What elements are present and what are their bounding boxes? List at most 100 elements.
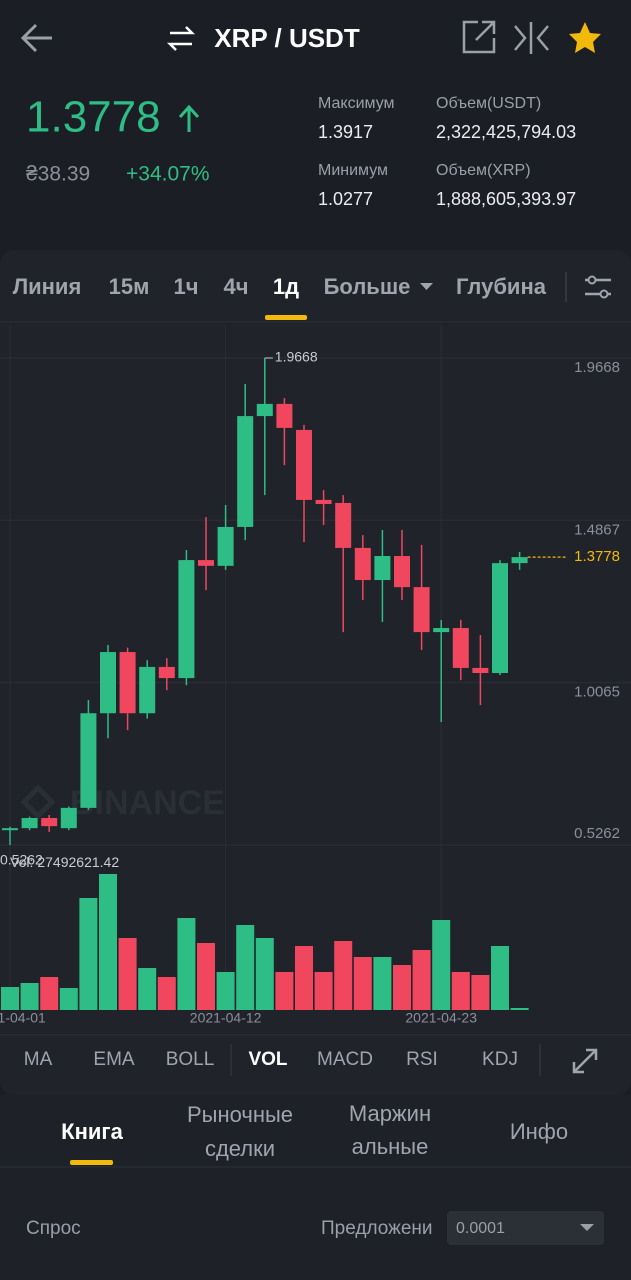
candle-body [139, 666, 156, 714]
interval-tab[interactable]: 4ч [223, 274, 248, 299]
candle-body [413, 587, 430, 633]
last-price: 1.3778 [26, 93, 161, 142]
candle-body [158, 666, 175, 679]
candle-body [41, 818, 58, 827]
section-tab[interactable]: сделки [205, 1136, 275, 1161]
active-tab-underline [265, 315, 307, 320]
fullscreen-icon[interactable] [572, 1048, 598, 1074]
settings-knob [587, 275, 597, 285]
section-tab[interactable]: Рыночные [187, 1102, 293, 1127]
candle-body [276, 403, 293, 428]
candle-body [354, 547, 371, 581]
high-label: 1.9668 [275, 349, 318, 365]
x-tick-label: 2021-04-01 [0, 1010, 46, 1026]
interval-tab[interactable]: Линия [13, 274, 82, 299]
volume-bar [177, 918, 196, 1010]
stat-label: Минимум [318, 162, 388, 179]
last-price-label: 1.3778 [574, 548, 620, 565]
volume-bar [373, 957, 392, 1010]
candle-body [374, 556, 391, 581]
volume-bar [491, 946, 509, 1010]
stat-value: 2,322,425,794.03 [436, 122, 576, 142]
low-label: 0.5262 [0, 852, 43, 868]
settings-knob [599, 289, 609, 299]
candle-body [296, 429, 312, 500]
dropdown-caret [420, 283, 433, 290]
volume-bar [236, 925, 255, 1010]
indicator-tab[interactable]: BOLL [166, 1049, 215, 1070]
stat-value: 1.0277 [318, 189, 373, 209]
pair-title: XRP / USDT [214, 23, 360, 53]
volume-bar [412, 950, 431, 1010]
favorite-star[interactable] [569, 22, 601, 53]
fiat-price: ₴38.39 [26, 163, 90, 186]
interval-tab-active[interactable]: 1д [273, 274, 299, 299]
precision-dropdown[interactable] [447, 1211, 604, 1245]
volume-label-name: Vol: [10, 854, 33, 870]
volume-bar [295, 946, 313, 1010]
indicator-tab[interactable]: MACD [317, 1049, 373, 1070]
section-tab[interactable]: Инфо [510, 1119, 568, 1144]
volume-bar [255, 938, 274, 1010]
volume-bar [393, 965, 411, 1010]
watermark-logo [20, 784, 56, 820]
indicator-tab[interactable]: RSI [406, 1049, 438, 1070]
bottom-panel [0, 1095, 631, 1280]
candle-body [178, 560, 195, 679]
indicator-tab[interactable]: EMA [93, 1049, 135, 1070]
volume-bar [197, 943, 215, 1010]
candle-body [394, 556, 410, 588]
candle-body [256, 403, 273, 417]
ask-label: Предложени [321, 1218, 433, 1239]
volume-label: Vol: 27492621.42 [10, 854, 119, 870]
stat-label: Объем(USDT) [436, 95, 541, 112]
volume-bar [138, 968, 157, 1010]
candle-body [80, 713, 97, 808]
x-tick-label: 2021-04-23 [405, 1010, 477, 1026]
stat-label: Максимум [318, 95, 395, 112]
interval-tab[interactable]: 1ч [173, 274, 198, 299]
section-tab[interactable]: Маржин [349, 1101, 431, 1126]
candle-body [21, 818, 38, 829]
volume-bar [157, 977, 176, 1010]
swap-icon[interactable] [166, 26, 196, 51]
compare-icon[interactable] [514, 22, 549, 54]
candle-body [119, 652, 136, 714]
candle-body [433, 628, 450, 633]
indicator-tab[interactable]: KDJ [482, 1049, 518, 1070]
candle-body [335, 502, 352, 548]
stat-value: 1.3917 [318, 122, 373, 142]
volume-bar [275, 972, 294, 1010]
depth-tab[interactable]: Глубина [456, 274, 547, 299]
y-tick-label: 1.9668 [574, 359, 620, 376]
candle-body [492, 563, 508, 673]
volume-bar [334, 941, 353, 1010]
section-tab-active[interactable]: Книга [61, 1119, 123, 1144]
interval-tab[interactable]: 15м [109, 274, 150, 299]
volume-bar [432, 920, 451, 1010]
x-tick-label: 2021-04-12 [190, 1010, 262, 1026]
y-tick-label: 0.5262 [574, 825, 620, 842]
open-external-icon[interactable] [462, 20, 496, 54]
candle-body [100, 652, 116, 714]
section-tab[interactable]: альные [352, 1134, 429, 1159]
stat-label: Объем(XRP) [436, 162, 531, 179]
bid-label: Спрос [26, 1218, 81, 1239]
volume-bar [451, 972, 470, 1010]
candlestick-chart: BINANCE0.52621.00651.48671.96682021-04-0… [0, 325, 631, 1026]
active-section-underline [70, 1160, 113, 1165]
volume-bar [216, 972, 235, 1010]
more-tab[interactable]: Больше [324, 274, 411, 299]
indicator-tab-active[interactable]: VOL [248, 1049, 287, 1070]
price-change: +34.07% [126, 163, 210, 186]
volume-bar [353, 957, 372, 1010]
volume-bar [79, 898, 98, 1010]
stat-value: 1,888,605,393.97 [436, 189, 576, 209]
candle-body [315, 499, 332, 504]
indicator-tab[interactable]: MA [24, 1049, 53, 1070]
back-button[interactable] [20, 23, 52, 53]
candle-body [60, 807, 77, 829]
volume-bar [20, 983, 39, 1010]
volume-bar [471, 975, 490, 1010]
